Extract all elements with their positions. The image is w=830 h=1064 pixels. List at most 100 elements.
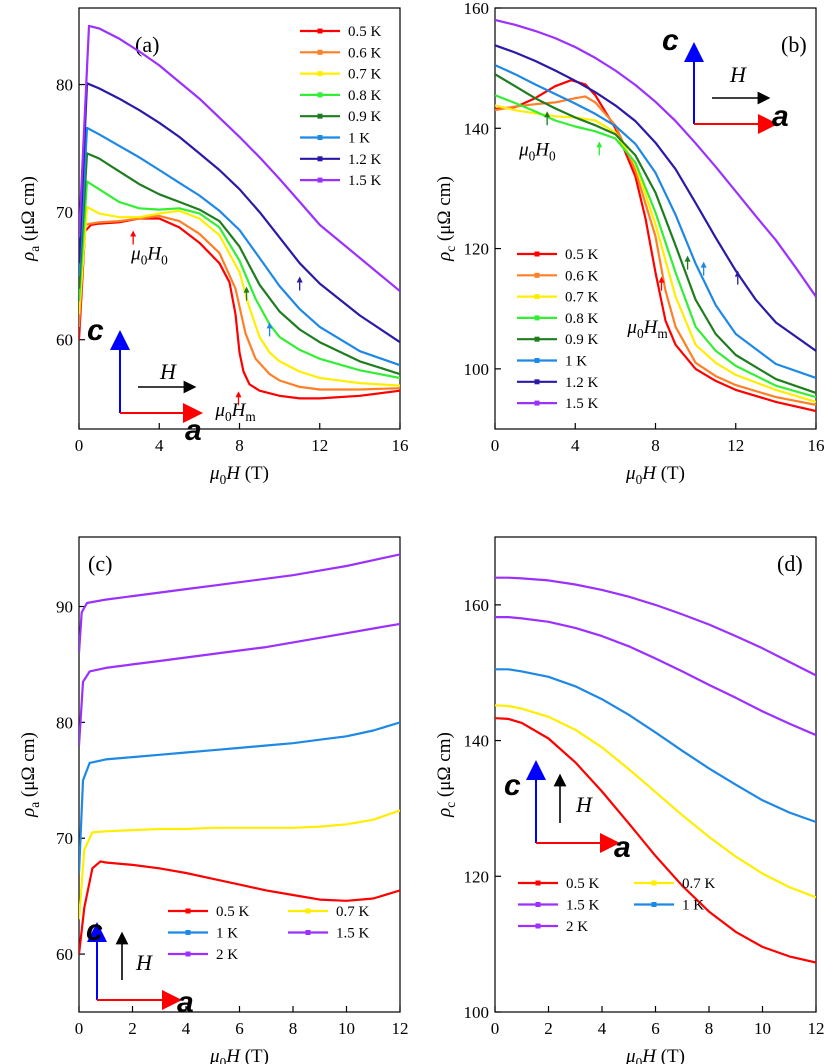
x-axis-label: μ0H (T) [209, 1046, 269, 1064]
h-field-label: H [575, 792, 593, 817]
legend-label: 1 K [682, 898, 704, 914]
y-tick-label: 160 [464, 0, 490, 18]
panel-label: (d) [777, 551, 803, 576]
series-line-08K [79, 180, 400, 380]
field-marker-arrowhead [596, 141, 603, 148]
legend-item: 0.5 K [168, 904, 250, 920]
series-line-08K [495, 94, 816, 399]
legend-item: 1.5 K [517, 396, 599, 412]
legend-marker [534, 336, 540, 342]
series-line-05K [79, 860, 400, 955]
plot-frame [494, 536, 817, 1013]
legend-marker [317, 28, 323, 34]
legend-marker [185, 908, 191, 914]
legend-marker [317, 71, 323, 77]
legend-item: 0.9 K [300, 109, 382, 125]
x-tick-label: 8 [651, 436, 660, 455]
legend-marker [535, 923, 541, 929]
h-field-label: H [729, 62, 747, 87]
series-line-05K [79, 217, 400, 400]
legend-item: 1.2 K [300, 152, 382, 168]
legend-label: 1 K [216, 926, 238, 942]
orientation-inset-b: c a H [662, 24, 789, 134]
legend-label: 1 K [565, 354, 587, 370]
legend-item: 0.7 K [634, 876, 716, 892]
c-axis-label: c [86, 914, 103, 947]
a-axis-label: a [185, 414, 202, 447]
series-line-12K [495, 44, 816, 352]
y-axis-label: ρc (μΩ cm) [434, 732, 458, 818]
y-tick-label: 100 [464, 360, 490, 379]
a-axis-label: a [177, 986, 194, 1019]
x-tick-label: 12 [311, 436, 328, 455]
legend-item: 1 K [168, 926, 238, 942]
y-tick-label: 60 [56, 945, 73, 964]
legend-label: 0.8 K [565, 311, 599, 327]
x-tick-label: 4 [571, 436, 580, 455]
x-tick-label: 6 [651, 1019, 660, 1038]
legend-label: 0.7 K [565, 290, 599, 306]
x-tick-label: 10 [754, 1019, 771, 1038]
legend-label: 0.6 K [565, 268, 599, 284]
legend: 0.5 K 0.7 K 1.5 K 1 K 2 K [518, 876, 716, 935]
legend-marker [317, 92, 323, 98]
plot-frame [494, 7, 817, 430]
y-tick-label: 60 [56, 331, 73, 350]
legend-marker [651, 902, 657, 907]
legend-item: 0.7 K [517, 290, 599, 306]
panel-b: 0 4 8 12 16 100 120 140 160 μ0H (T) ρc (μΩ cm) (b) μ… [434, 0, 825, 487]
series-group [495, 18, 816, 413]
series-line-06K [79, 214, 400, 391]
legend-marker [317, 135, 323, 140]
legend-item: 0.9 K [517, 332, 599, 348]
field-marker-arrowhead [658, 276, 665, 283]
panel-a: 0 4 8 12 16 60 70 80 μ0H (T) ρa (μΩ cm) (a) μ0H0 μ0H… [18, 7, 409, 487]
legend-marker [534, 251, 540, 257]
series-line-1K [495, 668, 816, 824]
series-line-07K [79, 809, 400, 920]
field-marker-arrowhead [700, 261, 707, 268]
series-line-05K [495, 717, 816, 964]
series-line-15K [495, 18, 816, 298]
legend-item: 1.5 K [288, 926, 370, 942]
legend: 0.5 K 0.7 K 1 K 1.5 K 2 K [168, 904, 370, 963]
field-marker-arrowhead [266, 322, 273, 329]
legend-label: 0.8 K [348, 88, 382, 104]
x-tick-label: 4 [155, 436, 164, 455]
legend-label: 0.5 K [216, 904, 250, 920]
legend-label: 1.5 K [566, 898, 600, 914]
legend-marker [534, 294, 540, 300]
series-line-05K [495, 79, 816, 413]
x-tick-label: 0 [75, 1019, 84, 1038]
panel-c: 0 2 4 6 8 10 12 60 70 80 90 μ0H (T) ρa (μΩ cm) (c) 0.5… [18, 536, 409, 1064]
orientation-inset-a: c a H [87, 314, 203, 447]
x-tick-label: 12 [392, 1019, 409, 1038]
x-tick-label: 2 [544, 1019, 553, 1038]
legend: 0.5 K 0.6 K 0.7 K 0.8 K 0.9 K 1 K 1.2 K 1.5 K [517, 247, 599, 412]
c-axis-label: c [662, 24, 679, 57]
y-tick-label: 140 [464, 732, 490, 751]
x-axis-label: μ0H (T) [625, 1046, 685, 1064]
y-tick-label: 80 [56, 713, 73, 732]
legend-label: 0.7 K [348, 67, 382, 83]
legend-marker [305, 908, 311, 914]
legend-label: 0.7 K [336, 904, 370, 920]
x-tick-label: 0 [491, 1019, 500, 1038]
y-tick-label: 120 [464, 240, 490, 259]
legend-item: 1 K [300, 131, 370, 147]
x-tick-label: 0 [75, 436, 84, 455]
legend-marker [317, 177, 323, 183]
legend-marker [534, 315, 540, 321]
field-marker-arrowhead [130, 230, 137, 237]
legend-label: 1.2 K [348, 152, 382, 168]
legend-label: 0.5 K [565, 247, 599, 263]
legend-item: 0.6 K [300, 45, 382, 61]
legend-item: 0.7 K [300, 67, 382, 83]
legend-label: 1 K [348, 131, 370, 147]
legend-item: 1 K [517, 354, 587, 370]
orientation-inset-d: c a H [504, 760, 631, 864]
x-axis-label: μ0H (T) [625, 463, 685, 487]
x-tick-label: 4 [598, 1019, 607, 1038]
series-group [79, 553, 400, 955]
panel-label: (a) [135, 32, 159, 57]
